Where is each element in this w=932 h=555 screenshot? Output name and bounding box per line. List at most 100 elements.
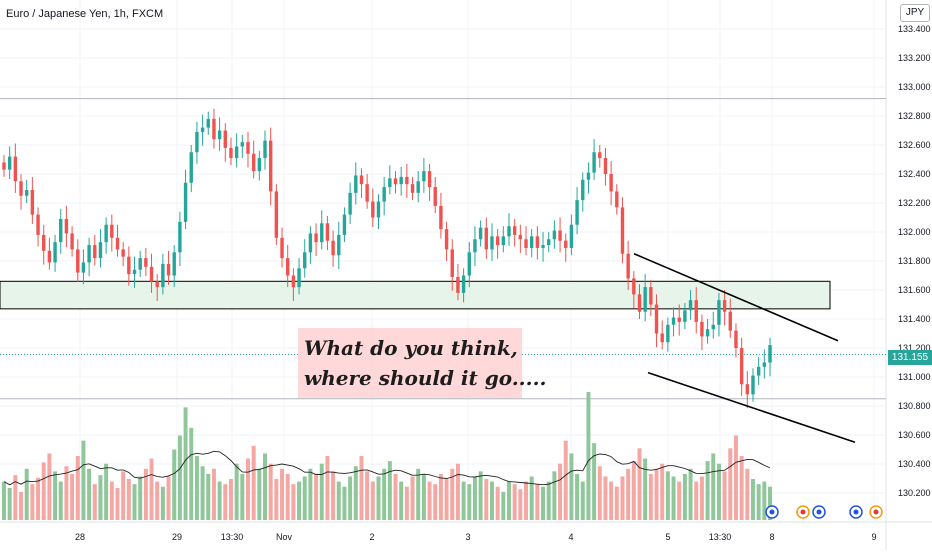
volume-bar [19, 491, 24, 520]
volume-bar [2, 481, 6, 520]
volume-bar [654, 468, 659, 520]
volume-bar [478, 471, 483, 520]
volume-bar [331, 471, 336, 520]
candle-body [677, 317, 681, 322]
volume-bar [722, 471, 727, 520]
volume-bar [194, 456, 199, 520]
candle-body [694, 300, 698, 322]
candle-body [422, 171, 426, 182]
volume-bar [104, 463, 109, 520]
candle-body [223, 130, 227, 148]
candle-body [512, 226, 517, 235]
candle-body [240, 142, 245, 147]
volume-bar [631, 461, 636, 520]
currency-label[interactable]: JPY [900, 4, 930, 22]
channel-upper-line [633, 253, 839, 342]
volume-bar [541, 486, 546, 520]
candle-body [405, 176, 409, 185]
volume-bar [580, 481, 585, 520]
candle-body [98, 242, 103, 259]
candle-body [376, 201, 381, 218]
candle-body [166, 263, 171, 276]
candle-body [711, 324, 715, 330]
volume-bar [109, 481, 114, 520]
volume-bar [762, 481, 767, 520]
candle-body [7, 156, 12, 170]
candle-body [660, 333, 664, 343]
candle-body [36, 214, 40, 235]
y-tick-label: 132.000 [898, 227, 931, 237]
volume-bar [677, 481, 682, 520]
volume-bar [728, 448, 733, 520]
candle-body [257, 158, 262, 172]
candle-body [268, 140, 273, 192]
candle-body [24, 189, 29, 196]
volume-bar [512, 484, 517, 520]
candle-body [212, 118, 216, 140]
candle-body [303, 252, 307, 269]
volume-bar [756, 484, 761, 520]
candle-body [717, 300, 721, 325]
y-tick-label: 133.400 [898, 24, 931, 34]
volume-bar [58, 481, 63, 520]
candle-body [42, 234, 46, 251]
volume-bar [421, 473, 426, 520]
annotation-line-1: What do you think, [304, 336, 518, 360]
candle-body [183, 182, 188, 222]
candle-body [251, 153, 256, 172]
volume-bar [546, 481, 551, 520]
volume-bar [524, 481, 529, 520]
volume-bar [245, 458, 250, 520]
volume-bar [319, 463, 324, 520]
volume-bar [444, 479, 449, 520]
y-tick-label: 132.600 [898, 140, 931, 150]
volume-bar [314, 473, 319, 520]
candle-body [410, 184, 415, 193]
volume-bar [30, 484, 35, 520]
volume-bar [75, 456, 80, 520]
x-tick-label: 4 [568, 532, 573, 542]
candle-body [529, 236, 534, 248]
volume-bar [501, 491, 506, 520]
volume-bar [370, 481, 375, 520]
candle-body [666, 324, 670, 343]
candle-body [371, 201, 375, 218]
candle-body [348, 192, 352, 215]
candle-body [654, 304, 659, 334]
volume-bar [399, 481, 404, 520]
candle-body [416, 181, 420, 193]
candle-body [291, 275, 296, 288]
candle-body [609, 174, 613, 192]
volume-bar [507, 481, 511, 520]
candle-body [581, 179, 585, 201]
candle-body [535, 236, 540, 248]
y-tick-label: 133.000 [898, 82, 931, 92]
volume-bar [234, 463, 239, 520]
volume-bar [660, 463, 665, 520]
candle-body [586, 172, 591, 180]
volume-bar [552, 471, 557, 520]
candle-body [161, 263, 165, 288]
volume-bar [206, 473, 211, 520]
candle-body [473, 239, 477, 253]
candle-body [751, 375, 755, 395]
candle-body [144, 258, 148, 267]
volume-bar [592, 443, 597, 520]
volume-bar [387, 461, 392, 520]
volume-bar [268, 463, 273, 520]
volume-bar [643, 458, 648, 520]
x-tick-label: Nov [276, 532, 293, 542]
candle-body [575, 200, 579, 225]
volume-bar [297, 481, 302, 520]
candle-body [382, 187, 386, 202]
x-tick-label: 3 [465, 532, 470, 542]
volume-bar [597, 466, 602, 520]
candle-body [155, 281, 159, 288]
last-price-tag: 131.155 [888, 350, 932, 365]
candle-body [450, 249, 454, 277]
volume-bar [609, 481, 614, 520]
volume-bar [325, 456, 330, 520]
volume-bar [750, 479, 755, 520]
